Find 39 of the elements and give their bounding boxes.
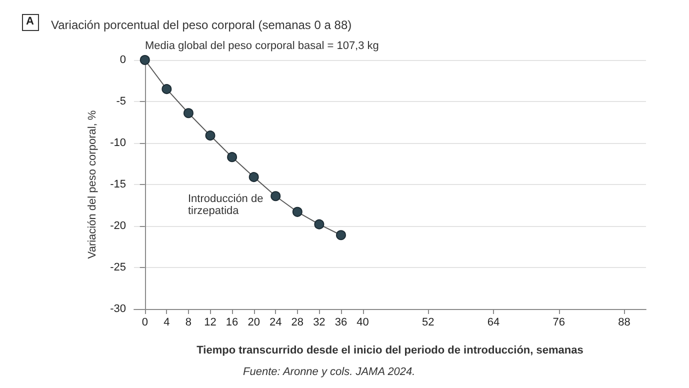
x-axis-title: Tiempo transcurrido desde el inicio del periodo de introducción, semanas (196, 344, 584, 356)
y-tick-label: 0 (120, 54, 126, 66)
point (162, 84, 172, 94)
y-tick-label: -25 (110, 262, 126, 274)
text: Media global del peso corporal basal = 107,3 kg (145, 40, 379, 52)
x-tick-label: 36 (334, 316, 348, 328)
x-tick-label: 32 (313, 316, 326, 328)
text: A (26, 16, 34, 28)
x-tick-label: 40 (356, 316, 369, 328)
y-tick-label: -15 (110, 178, 126, 190)
point (270, 191, 281, 202)
point (140, 55, 150, 65)
x-tick-label: 28 (291, 316, 304, 328)
chart-title: Variación porcentual del peso corporal (semanas 0 a 88) (51, 18, 352, 32)
x-tick-label: 20 (248, 316, 260, 328)
y-tick-label: -5 (116, 96, 126, 108)
x-tick-label: 52 (422, 316, 434, 328)
point (227, 152, 238, 162)
y-tick-label: -10 (110, 137, 126, 149)
point (314, 219, 324, 230)
x-tick-label: 64 (487, 316, 500, 328)
y-tick-label: -20 (110, 220, 126, 232)
point (183, 108, 194, 118)
point (248, 172, 259, 182)
x-tick-label: 76 (552, 316, 565, 328)
y-tick-label: -30 (110, 303, 126, 315)
source-note: Fuente: Aronne y cols. JAMA 2024. (243, 366, 416, 378)
x-tick-label: 24 (269, 316, 282, 328)
annotation: Introducción de tirzepatida (188, 193, 264, 217)
x-tick-label: 8 (185, 316, 192, 328)
point (292, 206, 302, 217)
x-tick-label: 88 (618, 316, 630, 328)
x-tick-label: 0 (142, 316, 148, 328)
point (205, 130, 216, 141)
point (336, 230, 346, 240)
x-tick-label: 4 (164, 316, 170, 328)
x-tick-label: 12 (204, 316, 216, 328)
x-tick-label: 16 (226, 316, 238, 328)
y-axis-title: Variación del peso corporal, % (86, 110, 98, 259)
